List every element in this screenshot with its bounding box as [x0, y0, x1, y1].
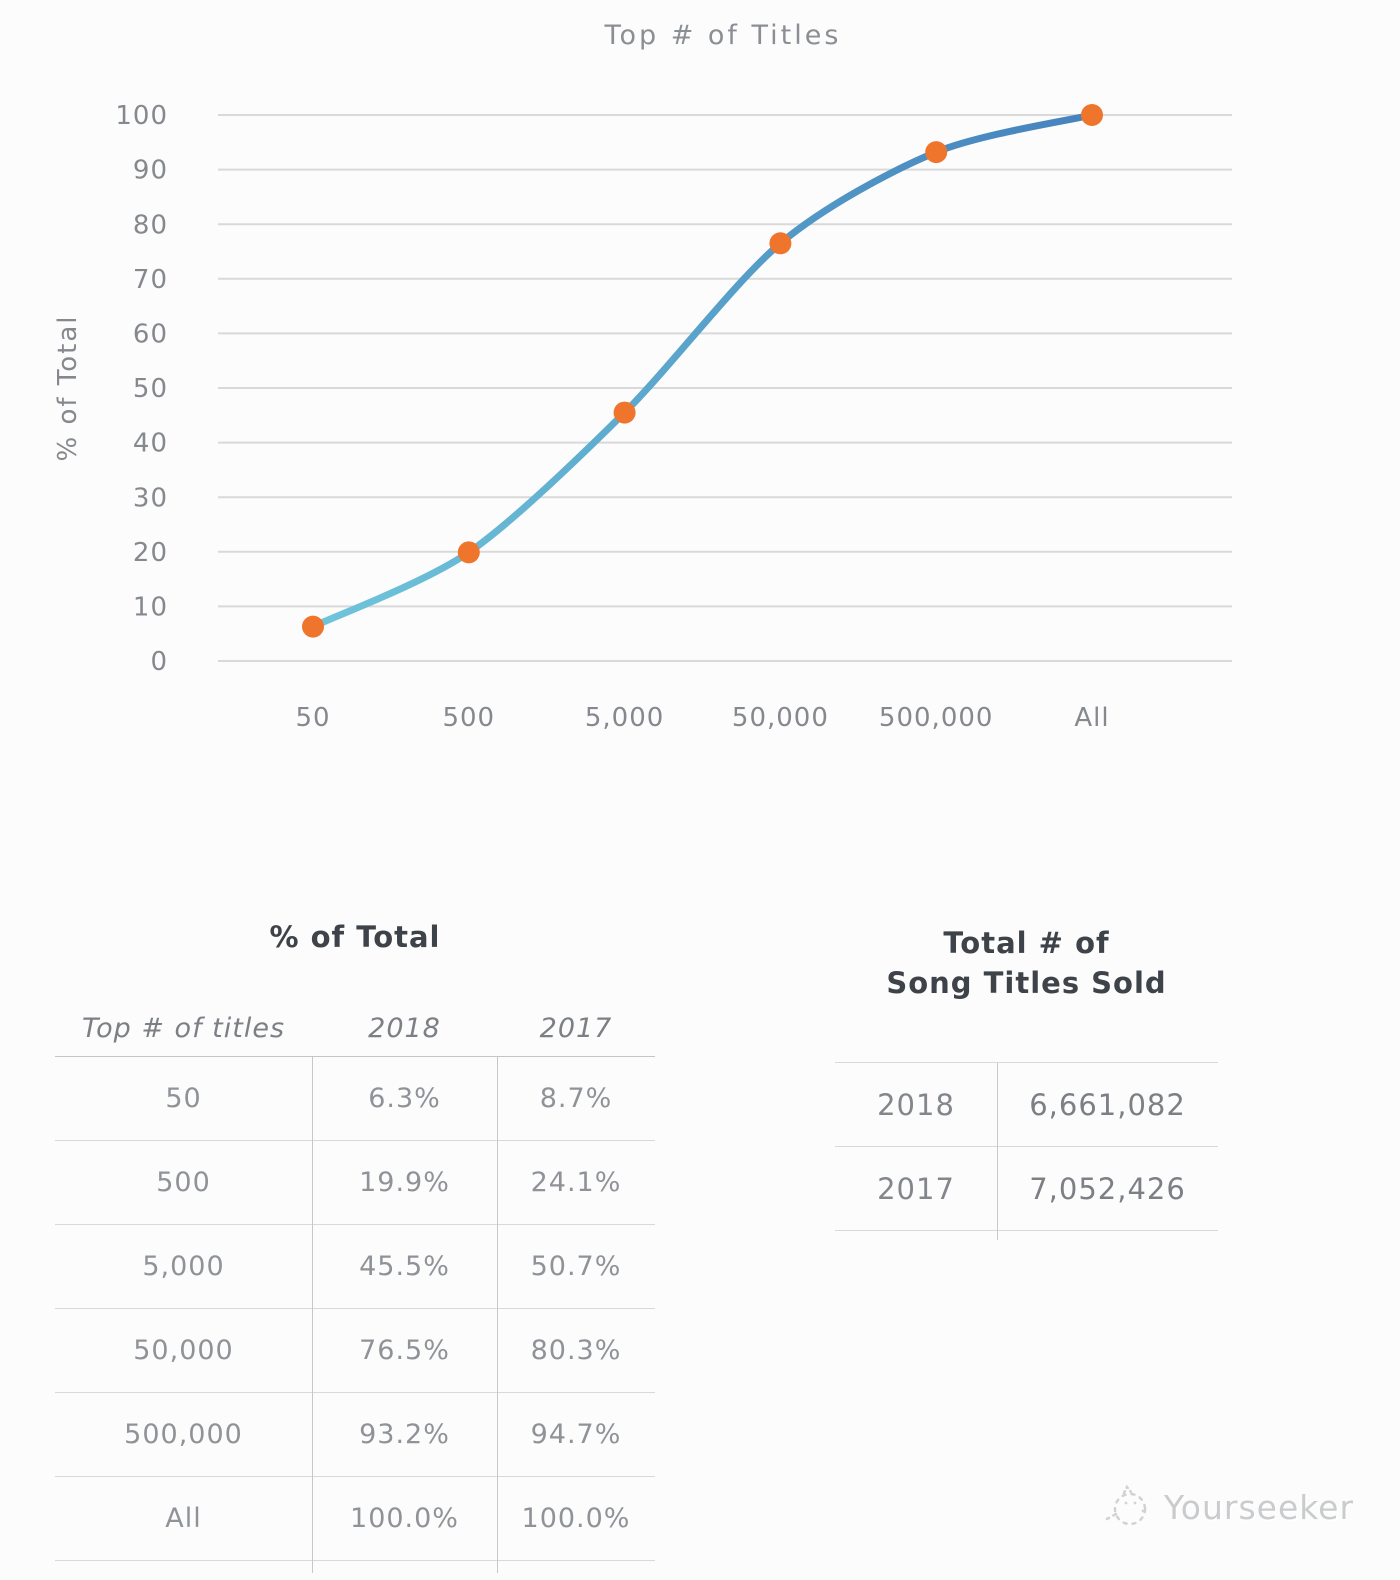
table-row: 50 6.3% 8.7%	[55, 1057, 655, 1141]
value-2018: 6.3%	[368, 1083, 441, 1114]
row-label: 50	[165, 1083, 202, 1114]
yourseeker-logo-icon	[1105, 1484, 1147, 1526]
data-point	[457, 541, 480, 564]
x-tick-label: 50,000	[732, 703, 829, 733]
y-tick-label: 80	[133, 210, 168, 240]
percent-of-total-table: Top # of titles 2018 2017 50 6.3% 8.7% 500 19.…	[55, 1000, 655, 1573]
total-value: 7,052,426	[1029, 1171, 1186, 1206]
value-2017: 100.0%	[521, 1503, 631, 1534]
song-titles-sold-table-title: Total # of Song Titles Sold	[835, 923, 1218, 1003]
line-chart: 0 10 20 30 40 50 60 70 80 90 100 50 500 5,000 50,000 50…	[53, 101, 1232, 733]
watermark-label: Yourseeker	[1164, 1487, 1355, 1527]
y-tick-label: 0	[150, 647, 168, 677]
table-row: 2017 7,052,426	[835, 1147, 1218, 1231]
watermark: Yourseeker	[1100, 1481, 1354, 1533]
table-row: 50,000 76.5% 80.3%	[55, 1309, 655, 1393]
data-point	[613, 401, 636, 424]
year-label: 2018	[877, 1087, 955, 1122]
table-row: All 100.0% 100.0%	[55, 1477, 655, 1561]
year-label: 2017	[877, 1171, 955, 1206]
data-point	[769, 232, 792, 255]
value-2018: 76.5%	[359, 1335, 450, 1366]
total-value: 6,661,082	[1029, 1087, 1186, 1122]
table-header-row: Top # of titles 2018 2017	[55, 1000, 655, 1057]
data-point	[925, 141, 948, 164]
column-divider	[312, 1057, 313, 1573]
column-header: 2017	[539, 1012, 613, 1044]
song-titles-sold-table: 2018 6,661,082 2017 7,052,426	[835, 1062, 1218, 1240]
x-tick-label: 50	[295, 703, 330, 733]
data-point	[1081, 104, 1103, 126]
value-2017: 80.3%	[530, 1335, 622, 1366]
x-tick-label: 500,000	[879, 703, 994, 733]
title-line-1: Total # of	[943, 926, 1110, 960]
table-body: 50 6.3% 8.7% 500 19.9% 24.1% 5,000 45.5% 50.7% 50…	[55, 1057, 655, 1561]
table-row: 5,000 45.5% 50.7%	[55, 1225, 655, 1309]
y-tick-label: 20	[133, 538, 168, 568]
x-tick-label: 5,000	[585, 703, 664, 733]
column-divider	[497, 1057, 498, 1573]
row-label: All	[165, 1503, 202, 1534]
y-tick-label: 90	[133, 156, 168, 186]
value-2017: 8.7%	[539, 1083, 613, 1114]
series-line-2018	[309, 111, 1096, 631]
row-label: 500	[156, 1167, 211, 1198]
column-header: 2018	[368, 1012, 441, 1044]
value-2017: 50.7%	[530, 1251, 622, 1282]
value-2018: 19.9%	[359, 1167, 450, 1198]
x-tick-label: 500	[442, 703, 495, 733]
row-label: 500,000	[124, 1419, 243, 1450]
row-label: 5,000	[142, 1251, 225, 1282]
value-2017: 24.1%	[530, 1167, 622, 1198]
percent-of-total-table-title: % of Total	[269, 920, 441, 954]
y-tick-label: 100	[115, 101, 168, 131]
chart-title: Top # of Titles	[604, 20, 842, 51]
title-line-2: Song Titles Sold	[886, 966, 1167, 1000]
y-tick-label: 50	[133, 374, 168, 404]
table-row: 500 19.9% 24.1%	[55, 1141, 655, 1225]
value-2018: 45.5%	[359, 1251, 450, 1282]
y-tick-label: 30	[133, 483, 168, 513]
column-header: Top # of titles	[81, 1012, 286, 1044]
value-2018: 100.0%	[350, 1503, 459, 1534]
x-tick-label: All	[1074, 703, 1109, 733]
y-tick-label: 40	[133, 429, 168, 459]
y-axis-label: % of Total	[53, 314, 83, 461]
table-row: 500,000 93.2% 94.7%	[55, 1393, 655, 1477]
value-2017: 94.7%	[530, 1419, 622, 1450]
table-body: 2018 6,661,082 2017 7,052,426	[835, 1063, 1218, 1231]
table-row: 2018 6,661,082	[835, 1063, 1218, 1147]
y-tick-label: 10	[133, 593, 168, 623]
column-divider	[997, 1063, 998, 1240]
data-point	[302, 615, 324, 638]
y-tick-label: 60	[133, 320, 168, 350]
row-label: 50,000	[133, 1335, 234, 1366]
value-2018: 93.2%	[359, 1419, 450, 1450]
y-tick-label: 70	[133, 265, 168, 295]
